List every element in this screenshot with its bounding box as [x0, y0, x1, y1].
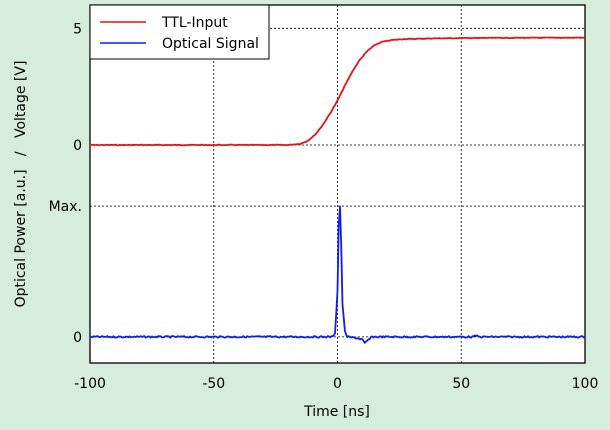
x-tick-label: 0: [333, 376, 342, 392]
legend-label-optical-signal: Optical Signal: [162, 36, 259, 52]
y-tick-labels: 0 5 0 Max.: [49, 21, 82, 346]
x-tick-labels: -100 -50 0 50 100: [74, 376, 598, 392]
series-line-optical-signal: [89, 205, 586, 344]
y-tick-label: Max.: [49, 199, 82, 215]
y-axis-label: Optical Power [a.u.] / Voltage [V]: [13, 61, 29, 308]
legend-label-ttl-input: TTL-Input: [161, 15, 228, 31]
x-tick-label: -50: [202, 376, 225, 392]
y-tick-label: 5: [73, 21, 82, 37]
x-tick-label: 50: [452, 376, 470, 392]
series-line-ttl-input: [90, 36, 586, 147]
x-tick-label: 100: [572, 376, 599, 392]
y-tick-label: 0: [73, 138, 82, 154]
legend: TTL-Input Optical Signal: [89, 4, 270, 60]
legend-box: [89, 4, 270, 60]
y-tick-label: 0: [73, 330, 82, 346]
x-tick-label: -100: [74, 376, 106, 392]
x-axis-label: Time [ns]: [303, 404, 370, 420]
series-lines: [89, 36, 586, 344]
